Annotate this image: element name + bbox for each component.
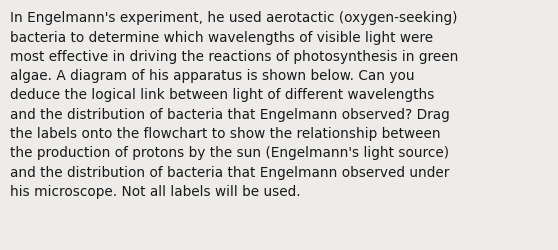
Text: In Engelmann's experiment, he used aerotactic (oxygen-seeking)
bacteria to deter: In Engelmann's experiment, he used aerot… [10, 11, 459, 198]
